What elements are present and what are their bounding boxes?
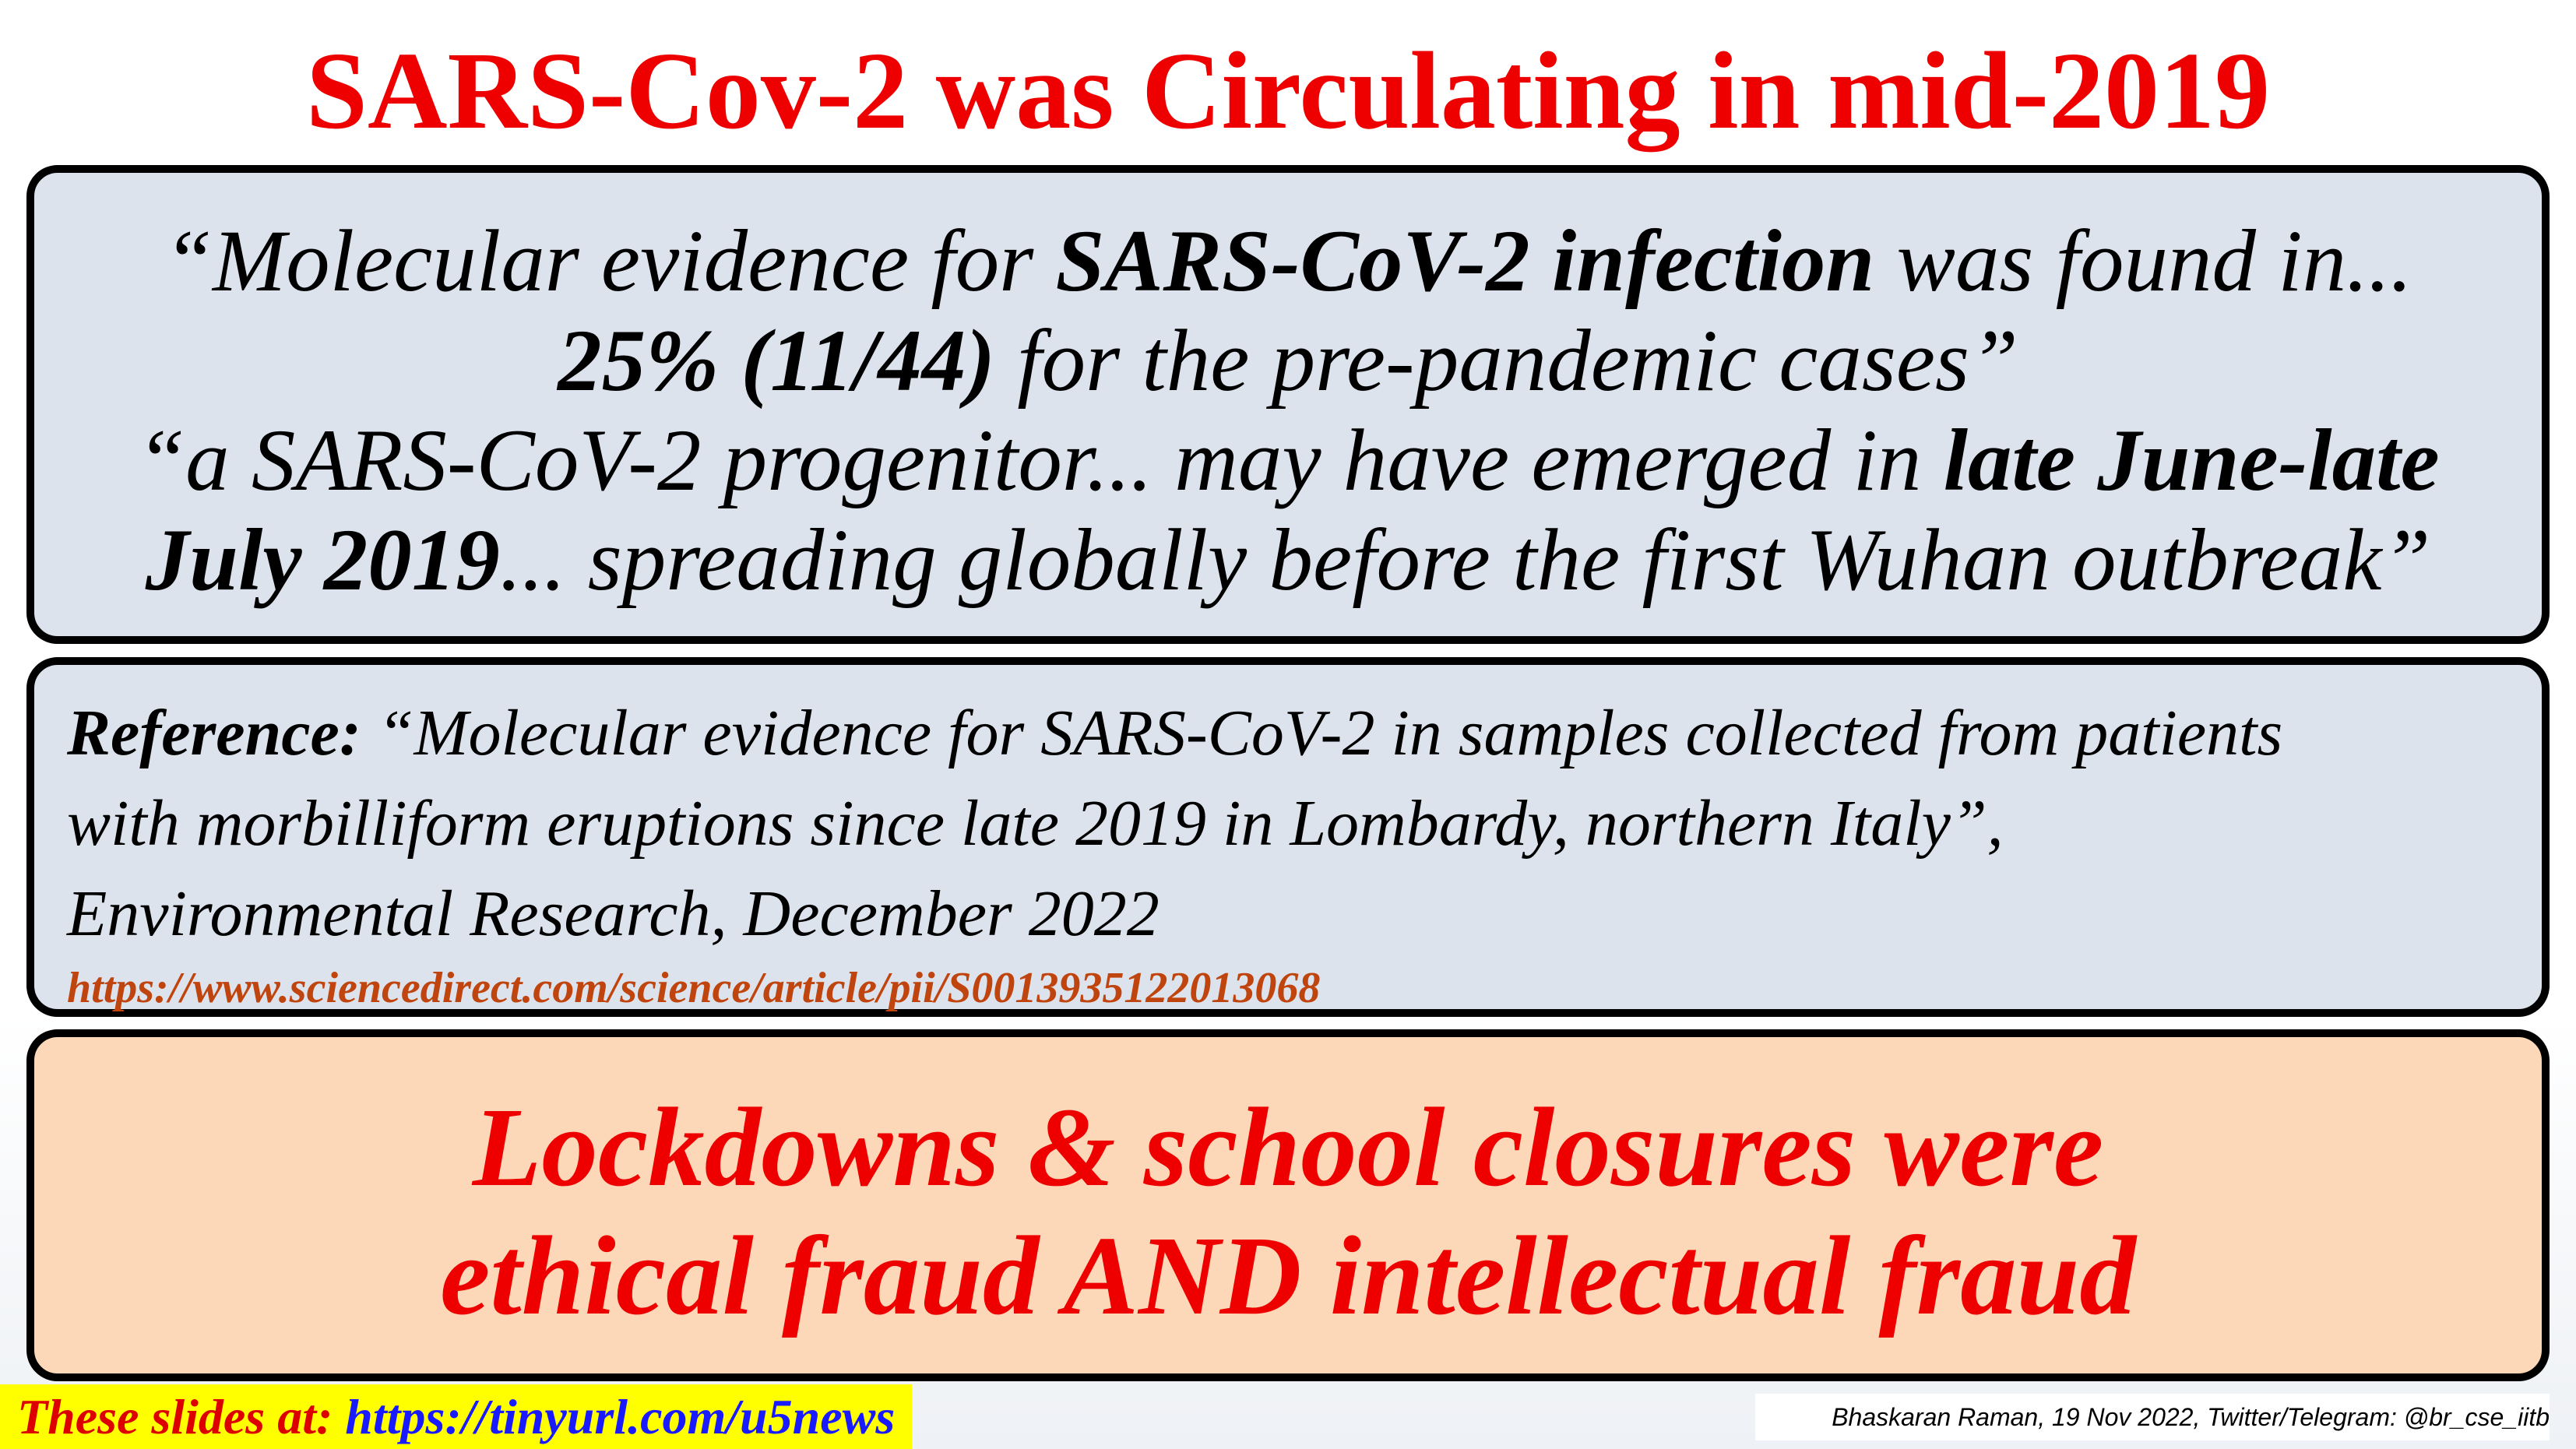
- quote-emphasis-date-start: late June-late: [1943, 412, 2440, 509]
- slides-label: These slides at:: [17, 1389, 346, 1444]
- reference-url-link[interactable]: https://www.sciencedirect.com/science/ar…: [67, 964, 1321, 1012]
- reference-line-1: Reference: “Molecular evidence for SARS-…: [67, 697, 2283, 769]
- quote-box: “Molecular evidence for SARS-CoV-2 infec…: [26, 165, 2550, 644]
- conclusion-line-2: ethical fraud AND intellectual fraud: [440, 1214, 2136, 1338]
- quote-line-3: “a SARS-CoV-2 progenitor... may have eme…: [136, 412, 2440, 509]
- author-credit: Bhaskaran Raman, 19 Nov 2022, Twitter/Te…: [1755, 1394, 2550, 1440]
- reference-label: Reference:: [67, 697, 361, 769]
- slide-title: SARS-Cov-2 was Circulating in mid-2019: [305, 29, 2271, 152]
- quote-line-2: 25% (11/44) for the pre-pandemic cases”: [558, 312, 2018, 410]
- reference-line-2: with morbilliform eruptions since late 2…: [67, 787, 2004, 860]
- reference-line-3: Environmental Research, December 2022: [67, 877, 1160, 950]
- slides-link-banner: These slides at: https://tinyurl.com/u5n…: [0, 1384, 913, 1449]
- conclusion-box: Lockdowns & school closures were ethical…: [26, 1029, 2550, 1381]
- conclusion-line-1: Lockdowns & school closures were: [472, 1085, 2104, 1210]
- slides-url-link[interactable]: https://tinyurl.com/u5news: [345, 1389, 896, 1444]
- quote-emphasis-date-end: July 2019: [145, 512, 500, 609]
- quote-emphasis-infection: SARS-CoV-2 infection: [1055, 213, 1875, 310]
- quote-line-4: July 2019... spreading globally before t…: [145, 512, 2431, 609]
- quote-emphasis-percent: 25% (11/44): [558, 312, 995, 410]
- reference-box: Reference: “Molecular evidence for SARS-…: [26, 657, 2550, 1017]
- quote-line-1: “Molecular evidence for SARS-CoV-2 infec…: [164, 213, 2412, 310]
